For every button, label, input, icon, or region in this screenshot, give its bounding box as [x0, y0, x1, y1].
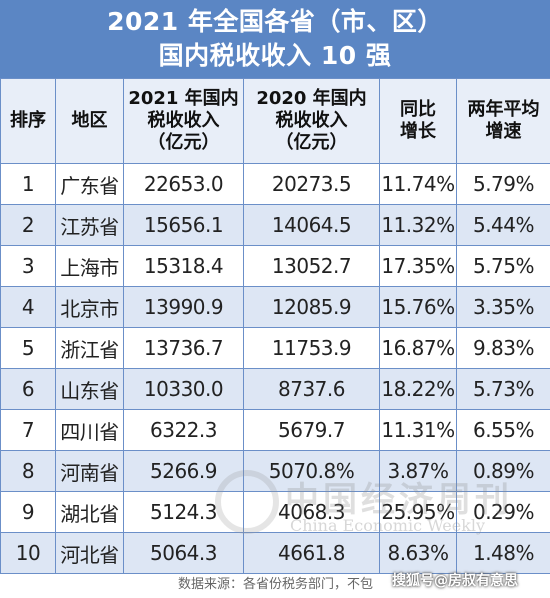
- revenue-2021-cell: 15318.4: [123, 245, 244, 287]
- sohu-overlay-label: 搜狐号@房叔有意思: [392, 573, 518, 589]
- tax-revenue-table: 排序 地区 2021 年国内 税收收入 （亿元） 2020 年国内 税收收入 （亿元） 同比 增长…: [0, 78, 550, 574]
- region-cell: 北京市: [55, 286, 124, 328]
- table-row: 1 广东省 22653.0 20273.5 11.74% 5.79%: [0, 163, 550, 205]
- yoy-growth-cell: 17.35%: [379, 245, 457, 287]
- two-year-avg-growth-cell: 6.55%: [456, 409, 550, 451]
- header-region: 地区: [55, 78, 124, 164]
- header-line: 地区: [71, 110, 108, 131]
- revenue-2021-cell: 5266.9: [123, 450, 244, 492]
- revenue-2021-cell: 13990.9: [123, 286, 244, 328]
- table-header-row: 排序 地区 2021 年国内 税收收入 （亿元） 2020 年国内 税收收入 （亿元） 同比 增长…: [0, 78, 550, 164]
- two-year-avg-growth-cell: 5.75%: [456, 245, 550, 287]
- header-line: 增速: [485, 121, 522, 142]
- header-line: 两年平均: [467, 99, 540, 120]
- revenue-2021-cell: 15656.1: [123, 204, 244, 246]
- rank-cell: 3: [0, 245, 56, 287]
- table-row: 4 北京市 13990.9 12085.9 15.76% 3.35%: [0, 286, 550, 328]
- rank-cell: 1: [0, 163, 56, 205]
- two-year-avg-growth-cell: 5.79%: [456, 163, 550, 205]
- rank-cell: 8: [0, 450, 56, 492]
- table-row: 7 四川省 6322.3 5679.7 11.31% 6.55%: [0, 409, 550, 451]
- yoy-growth-cell: 3.87%: [379, 450, 457, 492]
- two-year-avg-growth-cell: 0.29%: [456, 491, 550, 533]
- table-row: 5 浙江省 13736.7 11753.9 16.87% 9.83%: [0, 327, 550, 369]
- data-source-note: 数据来源：各省份税务部门，不包: [178, 577, 374, 592]
- two-year-avg-growth-cell: 5.44%: [456, 204, 550, 246]
- revenue-2020-cell: 11753.9: [243, 327, 380, 369]
- header-line: 2021 年国内: [128, 88, 239, 109]
- two-year-avg-growth-cell: 5.73%: [456, 368, 550, 410]
- yoy-growth-cell: 11.32%: [379, 204, 457, 246]
- table-body: 1 广东省 22653.0 20273.5 11.74% 5.79% 2 江苏省 15656.1…: [0, 163, 550, 574]
- header-yoy-growth: 同比 增长: [379, 78, 457, 164]
- revenue-2020-cell: 14064.5: [243, 204, 380, 246]
- region-cell: 江苏省: [55, 204, 124, 246]
- yoy-growth-cell: 16.87%: [379, 327, 457, 369]
- rank-cell: 9: [0, 491, 56, 533]
- title-banner: 2021 年全国各省（市、区） 国内税收收入 10 强: [0, 0, 550, 78]
- header-line: 增长: [400, 121, 436, 142]
- revenue-2021-cell: 10330.0: [123, 368, 244, 410]
- yoy-growth-cell: 11.31%: [379, 409, 457, 451]
- header-rank: 排序: [0, 78, 56, 164]
- region-cell: 河南省: [55, 450, 124, 492]
- revenue-2021-cell: 5124.3: [123, 491, 244, 533]
- title-line-2: 国内税收收入 10 强: [158, 41, 392, 70]
- table-row: 6 山东省 10330.0 8737.6 18.22% 5.73%: [0, 368, 550, 410]
- table-row: 3 上海市 15318.4 13052.7 17.35% 5.75%: [0, 245, 550, 287]
- revenue-2020-cell: 8737.6: [243, 368, 380, 410]
- revenue-2020-cell: 13052.7: [243, 245, 380, 287]
- header-line: 税收收入: [147, 110, 220, 131]
- region-cell: 山东省: [55, 368, 124, 410]
- rank-cell: 2: [0, 204, 56, 246]
- table-row: 10 河北省 5064.3 4661.8 8.63% 1.48%: [0, 532, 550, 574]
- header-revenue-2020: 2020 年国内 税收收入 （亿元）: [243, 78, 380, 164]
- two-year-avg-growth-cell: 1.48%: [456, 532, 550, 574]
- two-year-avg-growth-cell: 9.83%: [456, 327, 550, 369]
- revenue-2020-cell: 12085.9: [243, 286, 380, 328]
- yoy-growth-cell: 11.74%: [379, 163, 457, 205]
- revenue-2020-cell: 5679.7: [243, 409, 380, 451]
- region-cell: 浙江省: [55, 327, 124, 369]
- revenue-2021-cell: 6322.3: [123, 409, 244, 451]
- revenue-2020-cell: 4661.8: [243, 532, 380, 574]
- rank-cell: 7: [0, 409, 56, 451]
- header-line: 排序: [10, 110, 46, 131]
- revenue-2021-cell: 13736.7: [123, 327, 244, 369]
- header-line: 税收收入: [275, 110, 348, 131]
- region-cell: 河北省: [55, 532, 124, 574]
- region-cell: 广东省: [55, 163, 124, 205]
- yoy-growth-cell: 8.63%: [379, 532, 457, 574]
- yoy-growth-cell: 25.95%: [379, 491, 457, 533]
- region-cell: 湖北省: [55, 491, 124, 533]
- header-line: 同比: [400, 99, 436, 120]
- header-line: （亿元）: [147, 132, 220, 153]
- revenue-2020-cell: 4068.3: [243, 491, 380, 533]
- revenue-2020-cell: 5070.8%: [243, 450, 380, 492]
- table-row: 9 湖北省 5124.3 4068.3 25.95% 0.29%: [0, 491, 550, 533]
- revenue-2021-cell: 5064.3: [123, 532, 244, 574]
- two-year-avg-growth-cell: 0.89%: [456, 450, 550, 492]
- rank-cell: 10: [0, 532, 56, 574]
- yoy-growth-cell: 15.76%: [379, 286, 457, 328]
- revenue-2020-cell: 20273.5: [243, 163, 380, 205]
- header-revenue-2021: 2021 年国内 税收收入 （亿元）: [123, 78, 244, 164]
- header-two-year-avg-growth: 两年平均 增速: [456, 78, 550, 164]
- revenue-2021-cell: 22653.0: [123, 163, 244, 205]
- two-year-avg-growth-cell: 3.35%: [456, 286, 550, 328]
- region-cell: 四川省: [55, 409, 124, 451]
- rank-cell: 6: [0, 368, 56, 410]
- region-cell: 上海市: [55, 245, 124, 287]
- header-line: （亿元）: [275, 132, 348, 153]
- table-row: 2 江苏省 15656.1 14064.5 11.32% 5.44%: [0, 204, 550, 246]
- table-row: 8 河南省 5266.9 5070.8% 3.87% 0.89%: [0, 450, 550, 492]
- title-line-1: 2021 年全国各省（市、区）: [107, 7, 443, 36]
- yoy-growth-cell: 18.22%: [379, 368, 457, 410]
- header-line: 2020 年国内: [256, 88, 367, 109]
- rank-cell: 4: [0, 286, 56, 328]
- rank-cell: 5: [0, 327, 56, 369]
